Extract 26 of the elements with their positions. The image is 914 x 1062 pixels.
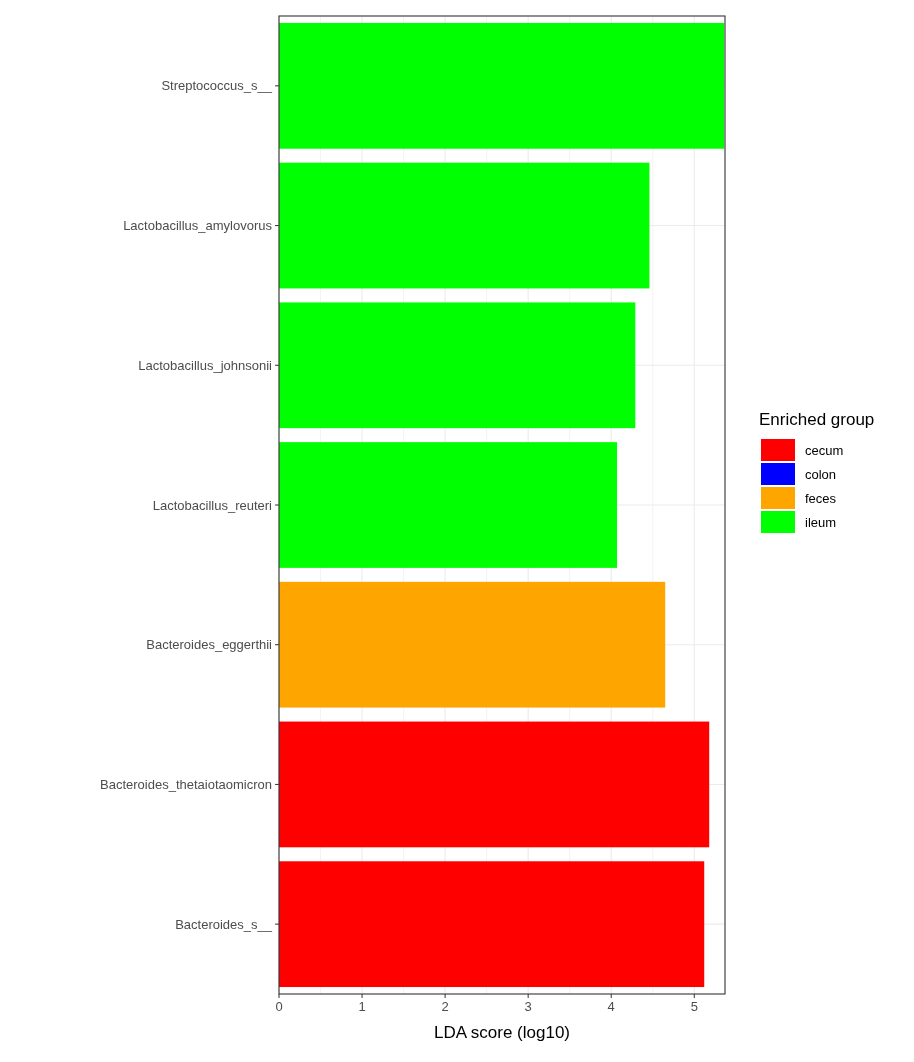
x-axis-title: LDA score (log10) bbox=[433, 1023, 571, 1042]
legend-title: Enriched group bbox=[759, 410, 875, 429]
bar bbox=[279, 22, 725, 149]
y-tick-label: Lactobacillus_amylovorus bbox=[123, 218, 273, 234]
y-tick-label: Bacteroides_s__ bbox=[175, 916, 273, 932]
legend-label: cecum bbox=[805, 442, 844, 458]
x-tick-label: 5 bbox=[690, 999, 698, 1014]
x-tick-label: 4 bbox=[607, 999, 615, 1014]
x-tick-label: 1 bbox=[358, 999, 366, 1014]
bar bbox=[279, 861, 705, 988]
bar bbox=[279, 581, 666, 708]
y-tick-label: Lactobacillus_johnsonii bbox=[138, 357, 273, 373]
bar bbox=[279, 162, 650, 289]
x-tick-label: 0 bbox=[275, 999, 283, 1014]
legend-label: feces bbox=[805, 490, 837, 506]
x-tick-label: 3 bbox=[524, 999, 532, 1014]
y-tick-label: Bacteroides_eggerthii bbox=[146, 637, 273, 653]
y-tick-label: Lactobacillus_reuteri bbox=[152, 497, 273, 513]
legend-label: ileum bbox=[805, 514, 837, 530]
y-tick-label: Bacteroides_thetaiotaomicron bbox=[100, 776, 272, 792]
bar bbox=[279, 302, 636, 429]
x-tick-label: 2 bbox=[441, 999, 449, 1014]
legend-label: colon bbox=[805, 466, 837, 482]
bar bbox=[279, 442, 618, 568]
bar bbox=[279, 721, 710, 848]
y-tick-label: Streptococcus_s__ bbox=[161, 78, 273, 94]
